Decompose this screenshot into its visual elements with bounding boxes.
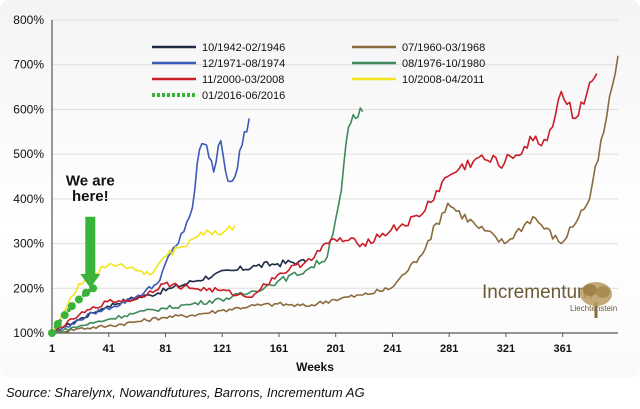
series-point — [67, 302, 76, 311]
y-tick-label: 700% — [13, 58, 44, 72]
x-tick-label: 121 — [213, 343, 231, 355]
x-tick-label: 241 — [383, 343, 401, 355]
series-line — [51, 225, 236, 334]
series-line — [51, 73, 598, 334]
legend-label: 07/1960-03/1968 — [402, 42, 485, 54]
source-caption: Source: Sharelynx, Nowandfutures, Barron… — [6, 385, 365, 400]
series-lines — [48, 55, 619, 337]
x-tick-label: 41 — [103, 343, 115, 355]
y-tick-label: 400% — [13, 192, 44, 206]
legend-label: 10/2008-04/2011 — [402, 74, 484, 86]
y-tick-label: 800% — [13, 13, 44, 27]
tree-canopy — [583, 284, 597, 296]
x-tick-label: 281 — [440, 343, 458, 355]
legend: 10/1942-02/1946 07/1960-03/1968 12/1971-08… — [152, 42, 485, 102]
x-tick-label: 361 — [553, 343, 571, 355]
series-point — [60, 311, 69, 320]
legend-label: 12/1971-08/1974 — [202, 58, 285, 70]
legend-label: 10/1942-02/1946 — [202, 42, 285, 54]
legend-label: 08/1976-10/1980 — [402, 58, 485, 70]
x-tick-label: 321 — [497, 343, 515, 355]
x-tick-label: 201 — [327, 343, 345, 355]
y-tick-label: 300% — [13, 237, 44, 251]
y-tick-label: 100% — [13, 326, 44, 340]
legend-label: 01/2016-06/2016 — [202, 90, 285, 102]
y-tick-label: 200% — [13, 281, 44, 295]
series-point — [74, 295, 83, 304]
x-tick-label: 1 — [49, 343, 55, 355]
legend-label: 11/2000-03/2008 — [202, 74, 284, 86]
arrow-head — [80, 274, 101, 289]
x-axis-title: Weeks — [296, 360, 334, 374]
series-line — [51, 55, 619, 335]
series-point — [48, 329, 56, 337]
axes: 100% 200% 300% 400% 500% 600% 700% 800% 1 41 81 121… — [13, 13, 618, 374]
annotation-text: here! — [72, 188, 109, 205]
annotation-text: We are — [66, 172, 115, 189]
x-tick-label: 161 — [270, 343, 288, 355]
series-line — [51, 107, 364, 334]
series-line — [51, 258, 307, 334]
tree-canopy — [596, 286, 610, 298]
chart-frame — [0, 0, 640, 378]
series-line — [51, 118, 250, 334]
series-point — [82, 288, 91, 297]
x-tick-label: 81 — [159, 343, 171, 355]
series-point — [53, 320, 62, 329]
tree-icon — [594, 302, 598, 318]
brand-name: Incrementum — [482, 282, 593, 303]
line-chart: 100% 200% 300% 400% 500% 600% 700% 800% 1 41 81 121… — [13, 13, 619, 374]
y-tick-label: 500% — [13, 147, 44, 161]
brand-sub: Liechtenstein — [570, 304, 617, 313]
arrow-shaft — [85, 216, 96, 277]
y-tick-label: 600% — [13, 102, 44, 116]
